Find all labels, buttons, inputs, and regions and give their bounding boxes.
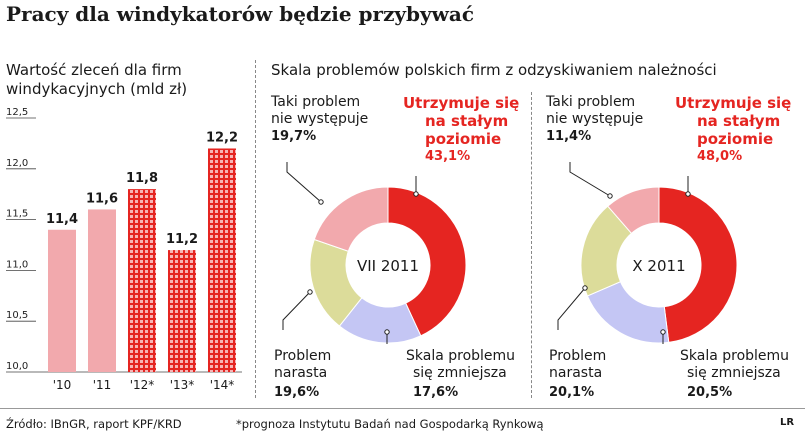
pie2-constant-line3: poziomie bbox=[697, 130, 774, 148]
x-tick-label: '10 bbox=[53, 378, 72, 392]
y-tick-label: 12,5 bbox=[6, 107, 28, 118]
bar-3 bbox=[128, 189, 156, 372]
pie2-decreasing-value: 20,5% bbox=[687, 385, 733, 400]
pie1-no-problem-line1: Taki problem bbox=[271, 94, 361, 110]
bar-chart: 10,010,511,011,512,012,5 11,4'1011,6'111… bbox=[6, 107, 242, 392]
pie2-growing-value: 20,1% bbox=[549, 385, 595, 400]
pie2-no-problem-line1: Taki problem bbox=[546, 94, 636, 110]
pie2-decreasing-line2: się zmniejsza bbox=[687, 365, 781, 381]
y-tick-label: 10,0 bbox=[6, 361, 28, 372]
pie1-constant-value: 43,1% bbox=[425, 149, 471, 164]
pie1-constant-label: Utrzymuje się na stałym poziomie 43,1% bbox=[403, 94, 519, 166]
pie-chart-x-2011: X 2011 bbox=[580, 186, 738, 344]
bar-5 bbox=[208, 148, 236, 372]
page-title: Pracy dla windykatorów będzie przybywać bbox=[6, 2, 475, 26]
pie2-growing-label: Problem narasta 20,1% bbox=[549, 348, 606, 401]
bar-value-label: 11,2 bbox=[166, 232, 198, 247]
bar-4 bbox=[168, 250, 196, 372]
pie1-no-problem-line2: nie występuje bbox=[271, 111, 369, 127]
panel-divider bbox=[255, 60, 256, 398]
source-note: Źródło: IBnGR, raport KPF/KRD bbox=[6, 417, 182, 431]
pie1-growing-leader bbox=[282, 291, 311, 330]
donut-hole bbox=[617, 223, 701, 307]
bar-value-label: 11,8 bbox=[126, 171, 158, 186]
pie1-no-problem-leader bbox=[286, 162, 322, 203]
x-tick-label: '13* bbox=[170, 378, 195, 392]
footer-rule bbox=[0, 408, 805, 409]
bar-2 bbox=[88, 209, 116, 372]
pie2-no-problem-leader bbox=[569, 162, 611, 197]
bar-chart-bars: 11,4 '10 11,6 '11 11,8 '12* 11,2 '13* 12,2 '14* bbox=[46, 130, 238, 392]
pie2-growing-line2: narasta bbox=[549, 365, 603, 381]
pie2-constant-label: Utrzymuje się na stałym poziomie 48,0% bbox=[675, 94, 791, 166]
pie-divider bbox=[531, 92, 532, 398]
pie2-constant-line1: Utrzymuje się bbox=[675, 94, 792, 112]
bar-value-label: 11,4 bbox=[46, 212, 78, 227]
x-tick-label: '11 bbox=[93, 378, 112, 392]
publisher-logo: LR bbox=[780, 417, 795, 428]
pie2-constant-line2: na stałym bbox=[697, 112, 781, 130]
y-tick-label: 10,5 bbox=[6, 310, 28, 321]
pie1-no-problem-value: 19,7% bbox=[271, 129, 317, 144]
pie1-constant-line3: poziomie bbox=[425, 130, 502, 148]
pie2-no-problem-line2: nie występuje bbox=[546, 111, 644, 127]
pie-charts-subtitle: Skala problemów polskich firm z odzyskiw… bbox=[271, 61, 717, 79]
leader-lines bbox=[282, 162, 691, 344]
bar-chart-subtitle-line1: Wartość zleceń dla firm bbox=[6, 61, 182, 79]
donut-hole bbox=[346, 223, 430, 307]
pie2-constant-value: 48,0% bbox=[697, 149, 743, 164]
bar-value-label: 12,2 bbox=[206, 130, 238, 145]
pie1-decreasing-line1: Skala problemu bbox=[406, 348, 516, 364]
pie1-decreasing-value: 17,6% bbox=[413, 385, 459, 400]
bar-chart-subtitle-line2: windykacyjnych (mld zł) bbox=[6, 80, 188, 98]
pie2-growing-leader bbox=[557, 287, 586, 330]
pie1-constant-line1: Utrzymuje się bbox=[403, 94, 520, 112]
forecast-note: *prognoza Instytutu Badań nad Gospodarką… bbox=[236, 417, 544, 431]
pie2-no-problem-label: Taki problem nie występuje 11,4% bbox=[546, 94, 643, 145]
bar-chart-axis: 10,0 10,5 11,0 11,5 12,0 12,5 bbox=[6, 107, 242, 373]
pie2-growing-line1: Problem bbox=[549, 348, 607, 364]
pie1-growing-line2: narasta bbox=[274, 365, 328, 381]
y-tick-label: 11,5 bbox=[6, 209, 28, 220]
pie1-decreasing-label: Skala problemu się zmniejsza 17,6% bbox=[406, 348, 515, 401]
y-tick-label: 12,0 bbox=[6, 158, 28, 169]
pie2-no-problem-value: 11,4% bbox=[546, 129, 592, 144]
x-tick-label: '14* bbox=[210, 378, 235, 392]
pie1-growing-line1: Problem bbox=[274, 348, 332, 364]
bar-chart-subtitle: Wartość zleceń dla firm windykacyjnych (… bbox=[6, 61, 187, 99]
pie1-decreasing-line2: się zmniejsza bbox=[413, 365, 507, 381]
pie-center-label: X 2011 bbox=[632, 257, 685, 275]
pie1-constant-line2: na stałym bbox=[425, 112, 509, 130]
pie1-no-problem-label: Taki problem nie występuje 19,7% bbox=[271, 94, 368, 145]
pie2-decreasing-line1: Skala problemu bbox=[680, 348, 790, 364]
bar-value-label: 11,6 bbox=[86, 191, 118, 206]
bar-1 bbox=[48, 229, 76, 372]
pie-center-label: VII 2011 bbox=[357, 257, 419, 275]
pie1-growing-label: Problem narasta 19,6% bbox=[274, 348, 331, 401]
y-tick-label: 11,0 bbox=[6, 259, 28, 270]
pie-charts: VII 2011 X 2011 bbox=[282, 162, 738, 344]
x-tick-label: '12* bbox=[130, 378, 155, 392]
pie1-growing-value: 19,6% bbox=[274, 385, 320, 400]
pie-chart-vii-2011: VII 2011 bbox=[309, 186, 467, 344]
pie2-decreasing-label: Skala problemu się zmniejsza 20,5% bbox=[680, 348, 789, 401]
